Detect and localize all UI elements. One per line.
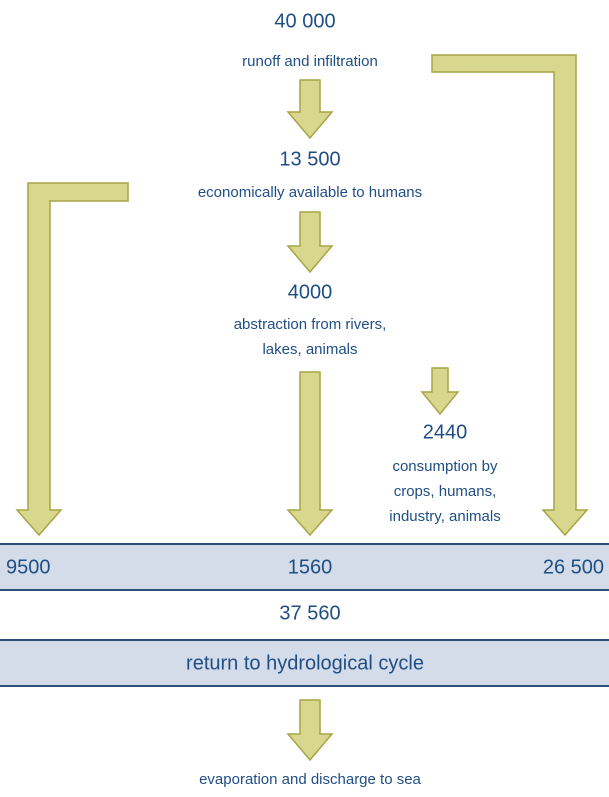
cycle-band — [0, 640, 609, 686]
total-value: 37 560 — [279, 602, 340, 624]
node-value: 4000 — [288, 281, 333, 303]
arrow — [286, 211, 334, 274]
arrow — [431, 54, 589, 537]
outflow-label: evaporation and discharge to sea — [199, 771, 421, 788]
node-label: industry, animals — [389, 508, 500, 525]
arrow — [420, 367, 460, 416]
arrow — [15, 182, 129, 537]
node-value: 40 000 — [274, 10, 335, 32]
arrow — [286, 371, 334, 537]
node-value: 13 500 — [279, 148, 340, 170]
node-label: runoff and infiltration — [242, 53, 378, 70]
arrow — [286, 699, 334, 762]
node-label: crops, humans, — [394, 483, 497, 500]
return-band — [0, 544, 609, 590]
band-value: 1560 — [288, 556, 333, 578]
node-value: 2440 — [423, 421, 468, 443]
node-label: abstraction from rivers, — [234, 316, 387, 333]
node-label: economically available to humans — [198, 184, 422, 201]
arrow — [286, 79, 334, 140]
node-label: lakes, animals — [262, 341, 357, 358]
band-value: 26 500 — [543, 556, 604, 578]
node-label: consumption by — [392, 458, 498, 475]
band-value: 9500 — [6, 556, 51, 578]
cycle-label: return to hydrological cycle — [186, 652, 424, 674]
